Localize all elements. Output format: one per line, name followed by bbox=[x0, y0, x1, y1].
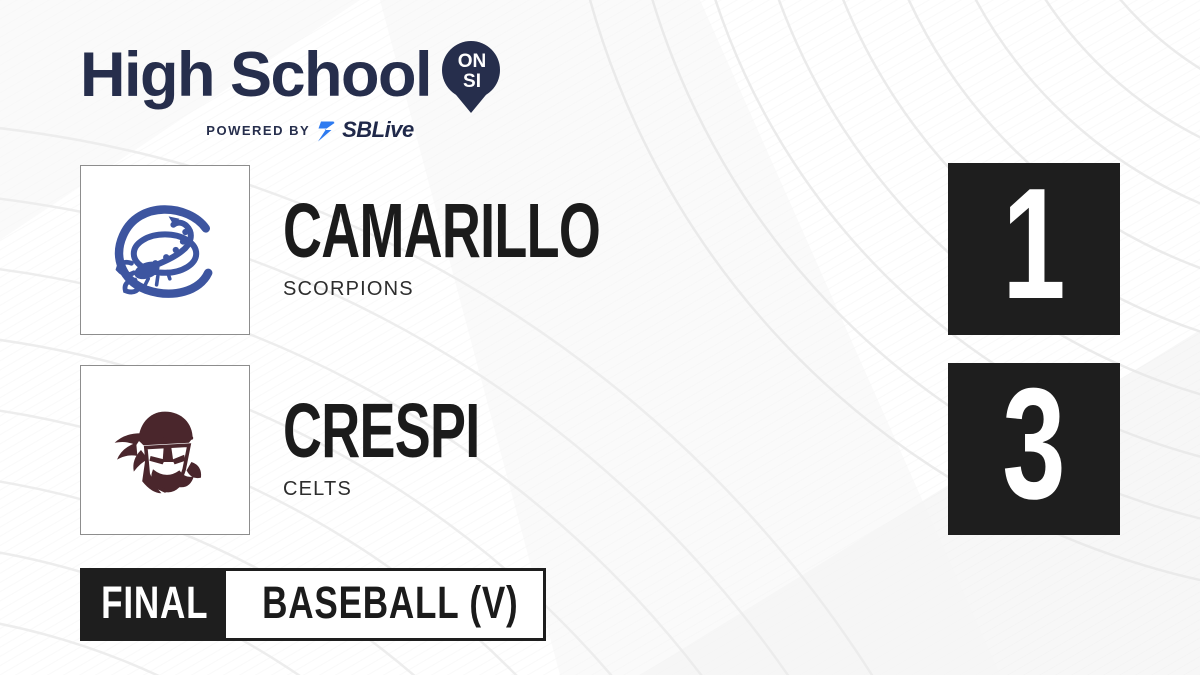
status-final-label: FINAL bbox=[100, 577, 209, 628]
status-sport-badge: BASEBALL (V) bbox=[226, 571, 555, 638]
team-block-crespi: CRESPI CELTS bbox=[283, 388, 564, 501]
team-mascot: CELTS bbox=[283, 478, 352, 501]
pin-text-si: SI bbox=[463, 71, 481, 92]
powered-by-label: POWERED BY bbox=[206, 122, 311, 138]
on-si-pin-icon: ON SI bbox=[441, 41, 500, 113]
sblive-wordmark: SBLive bbox=[342, 117, 414, 142]
pin-text-on: ON bbox=[458, 51, 487, 72]
status-bar: FINAL BASEBALL (V) bbox=[80, 568, 546, 641]
sblive-bolt-icon bbox=[318, 121, 335, 141]
brand-title: High School bbox=[80, 40, 432, 110]
team-mascot: SCORPIONS bbox=[283, 278, 414, 301]
team-logo-box-camarillo bbox=[80, 165, 250, 335]
camarillo-scorpion-c-logo bbox=[115, 205, 213, 298]
status-final-badge: FINAL bbox=[83, 571, 226, 638]
score-box-camarillo: 1 bbox=[948, 163, 1120, 335]
team-name: CAMARILLO bbox=[283, 188, 601, 274]
status-sport-label: BASEBALL (V) bbox=[262, 577, 519, 628]
team-name: CRESPI bbox=[283, 388, 480, 474]
score-box-crespi: 3 bbox=[948, 363, 1120, 535]
brand-row: High School ON SI bbox=[80, 40, 510, 114]
team-logo-box-crespi bbox=[80, 365, 250, 535]
score-value: 1 bbox=[1002, 156, 1066, 332]
powered-by-row: POWERED BY SBLive bbox=[80, 117, 510, 143]
crespi-viking-head-logo bbox=[114, 411, 202, 494]
score-value: 3 bbox=[1002, 356, 1066, 532]
team-block-camarillo: CAMARILLO SCORPIONS bbox=[283, 188, 736, 301]
brand-header: High School ON SI POWERED BY SBLive bbox=[80, 40, 510, 143]
